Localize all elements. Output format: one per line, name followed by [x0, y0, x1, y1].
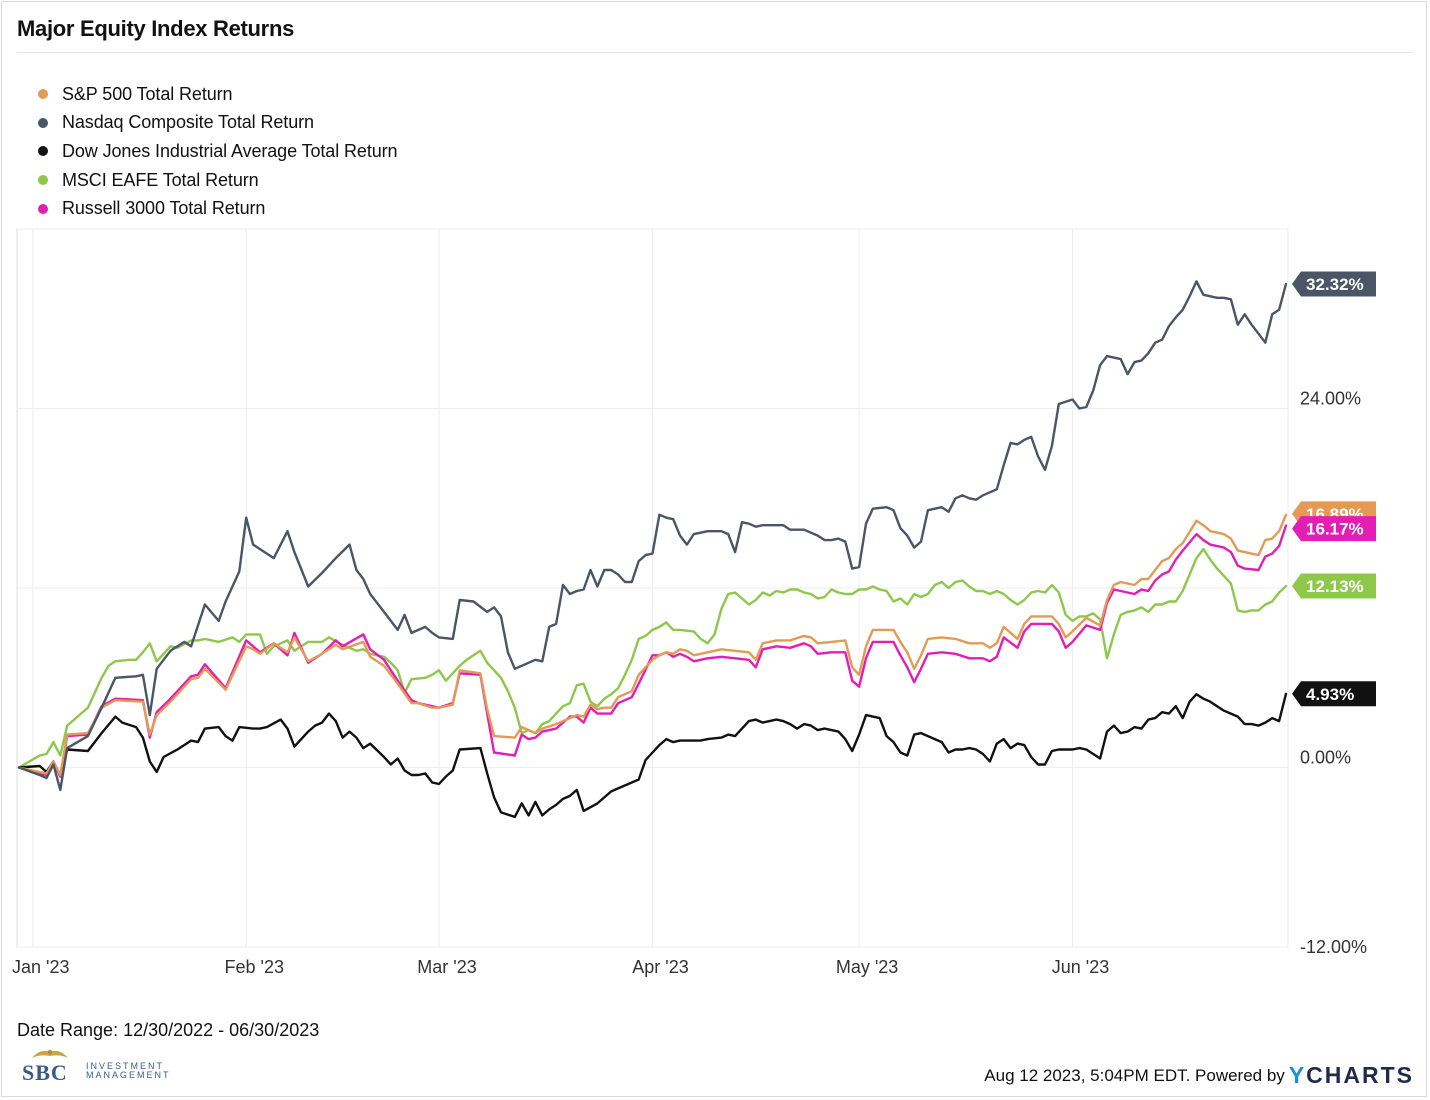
end-label-nasdaq: 32.32%	[1306, 275, 1364, 294]
legend-item-sp500[interactable]: S&P 500 Total Return	[38, 80, 397, 109]
chart-title: Major Equity Index Returns	[17, 16, 295, 41]
legend-item-eafe[interactable]: MSCI EAFE Total Return	[38, 166, 397, 195]
legend-dot-dow	[38, 146, 48, 157]
powered-by: Aug 12 2023, 5:04PM EDT. Powered by YCHA…	[984, 1062, 1414, 1089]
generated-timestamp: Aug 12 2023, 5:04PM EDT. Powered by	[984, 1065, 1285, 1085]
legend-item-nasdaq[interactable]: Nasdaq Composite Total Return	[38, 109, 397, 138]
legend-label-russell: Russell 3000 Total Return	[62, 198, 266, 219]
date-range: Date Range: 12/30/2022 - 06/30/2023	[17, 1020, 320, 1040]
x-tick-label: Jun '23	[1052, 957, 1109, 977]
legend-item-russell[interactable]: Russell 3000 Total Return	[38, 194, 397, 223]
end-label-dow: 4.93%	[1306, 685, 1354, 704]
end-tag-russell	[1292, 516, 1376, 542]
legend-label-sp500: S&P 500 Total Return	[62, 83, 233, 104]
end-tag-dow	[1292, 681, 1376, 707]
series-line-nasdaq	[17, 280, 1288, 792]
legend-dot-nasdaq	[38, 117, 48, 128]
logo-subtitle: INVESTMENT MANAGEMENT	[86, 1062, 196, 1080]
logo-sub-line-1: INVESTMENT	[86, 1061, 165, 1071]
legend: S&P 500 Total Return Nasdaq Composite To…	[38, 80, 398, 223]
logo-text: SBC	[22, 1060, 68, 1085]
sbc-logo: SBC INVESTMENT MANAGEMENT	[22, 1046, 187, 1085]
x-tick-label: May '23	[836, 957, 898, 977]
series-line-sp500	[17, 513, 1288, 777]
end-tag-nasdaq	[1292, 271, 1376, 297]
legend-label-dow: Dow Jones Industrial Average Total Retur…	[62, 140, 398, 161]
legend-item-dow[interactable]: Dow Jones Industrial Average Total Retur…	[38, 137, 398, 166]
end-label-russell: 16.17%	[1306, 520, 1364, 539]
y-tick-label: -12.00%	[1300, 937, 1367, 957]
series-line-dow	[17, 692, 1288, 819]
end-label-eafe: 12.13%	[1306, 577, 1364, 596]
y-tick-label: 24.00%	[1300, 389, 1361, 409]
x-tick-label: Jan '23	[12, 957, 69, 977]
legend-dot-eafe	[38, 175, 48, 186]
end-tag-eafe	[1292, 573, 1376, 599]
line-chart: Jan '23 Feb '23 Mar '23 Apr '23 May '23 Jun '…	[12, 228, 1376, 977]
x-tick-label: Mar '23	[417, 957, 476, 977]
eagle-icon	[32, 1049, 68, 1058]
legend-dot-sp500	[38, 89, 48, 100]
ycharts-link[interactable]: YCHARTS	[1289, 1062, 1414, 1089]
title-divider	[17, 52, 1413, 53]
legend-dot-russell	[38, 203, 48, 214]
legend-label-nasdaq: Nasdaq Composite Total Return	[62, 112, 314, 133]
x-tick-label: Feb '23	[224, 957, 283, 977]
legend-label-eafe: MSCI EAFE Total Return	[62, 169, 259, 190]
ycharts-rest: CHARTS	[1306, 1062, 1414, 1088]
y-tick-label: 0.00%	[1300, 748, 1351, 768]
ycharts-y: Y	[1288, 1062, 1307, 1088]
x-tick-label: Apr '23	[632, 957, 688, 977]
logo-sub-line-2: MANAGEMENT	[86, 1070, 171, 1080]
